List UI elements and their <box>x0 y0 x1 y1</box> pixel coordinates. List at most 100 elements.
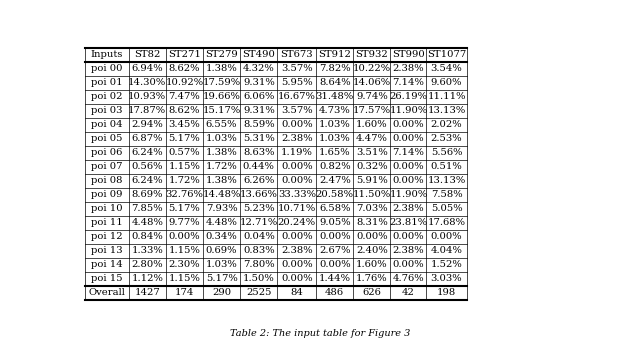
Text: 2.53%: 2.53% <box>431 134 462 143</box>
Bar <box>240 132 277 146</box>
Text: 0.82%: 0.82% <box>319 162 351 171</box>
Text: 0.00%: 0.00% <box>319 232 351 241</box>
Bar <box>390 90 426 104</box>
Text: 1.76%: 1.76% <box>356 274 388 283</box>
Text: 5.05%: 5.05% <box>431 204 462 213</box>
Bar <box>426 62 467 76</box>
Bar <box>426 286 467 300</box>
Bar <box>203 286 240 300</box>
Bar <box>166 272 203 286</box>
Bar <box>277 76 316 90</box>
Bar <box>316 62 353 76</box>
Text: poi 10: poi 10 <box>91 204 123 213</box>
Text: 1.15%: 1.15% <box>168 246 200 255</box>
Bar <box>426 48 467 62</box>
Bar <box>129 258 166 272</box>
Bar <box>129 202 166 216</box>
Text: 2.38%: 2.38% <box>392 64 424 73</box>
Text: 3.45%: 3.45% <box>168 120 200 129</box>
Text: Overall: Overall <box>88 288 125 297</box>
Text: 1.44%: 1.44% <box>319 274 351 283</box>
Bar <box>390 76 426 90</box>
Text: 2.30%: 2.30% <box>168 260 200 269</box>
Bar <box>353 286 390 300</box>
Text: 6.26%: 6.26% <box>243 176 275 185</box>
Text: 33.33%: 33.33% <box>278 190 316 199</box>
Bar <box>353 146 390 160</box>
Text: ST932: ST932 <box>356 50 388 59</box>
Bar <box>203 104 240 118</box>
Text: 6.55%: 6.55% <box>206 120 237 129</box>
Bar <box>316 188 353 202</box>
Text: 9.60%: 9.60% <box>431 78 462 87</box>
Bar <box>166 160 203 174</box>
Text: ST1077: ST1077 <box>427 50 466 59</box>
Text: 13.66%: 13.66% <box>240 190 278 199</box>
Text: 10.92%: 10.92% <box>165 78 204 87</box>
Bar <box>277 202 316 216</box>
Text: 8.31%: 8.31% <box>356 218 388 227</box>
Text: 1.72%: 1.72% <box>168 176 200 185</box>
Text: 4.48%: 4.48% <box>131 218 163 227</box>
Text: poi 05: poi 05 <box>91 134 122 143</box>
Text: 7.80%: 7.80% <box>243 260 275 269</box>
Text: 1.50%: 1.50% <box>243 274 275 283</box>
Text: 6.06%: 6.06% <box>243 92 275 101</box>
Bar <box>316 118 353 132</box>
Text: poi 00: poi 00 <box>91 64 122 73</box>
Text: 0.00%: 0.00% <box>431 232 462 241</box>
Text: 0.00%: 0.00% <box>281 260 312 269</box>
Text: poi 15: poi 15 <box>91 274 123 283</box>
Bar <box>203 216 240 230</box>
Text: 2.40%: 2.40% <box>356 246 388 255</box>
Bar <box>240 174 277 188</box>
Text: 0.00%: 0.00% <box>281 162 312 171</box>
Bar <box>203 90 240 104</box>
Text: 0.00%: 0.00% <box>281 120 312 129</box>
Bar <box>129 90 166 104</box>
Text: 11.90%: 11.90% <box>389 106 428 115</box>
Bar <box>203 244 240 258</box>
Bar <box>390 244 426 258</box>
Bar <box>166 202 203 216</box>
Text: ST912: ST912 <box>318 50 351 59</box>
Text: poi 07: poi 07 <box>91 162 122 171</box>
Bar <box>85 90 129 104</box>
Text: 8.62%: 8.62% <box>169 64 200 73</box>
Text: ST279: ST279 <box>205 50 238 59</box>
Text: 8.63%: 8.63% <box>243 148 275 157</box>
Bar <box>240 202 277 216</box>
Bar <box>166 118 203 132</box>
Text: ST490: ST490 <box>243 50 275 59</box>
Text: 1427: 1427 <box>134 288 160 297</box>
Text: 1.38%: 1.38% <box>205 176 237 185</box>
Text: 5.17%: 5.17% <box>168 134 200 143</box>
Text: 6.58%: 6.58% <box>319 204 351 213</box>
Text: 84: 84 <box>291 288 303 297</box>
Text: 1.03%: 1.03% <box>319 120 351 129</box>
Text: 17.68%: 17.68% <box>428 218 465 227</box>
Text: 3.54%: 3.54% <box>431 64 463 73</box>
Bar <box>390 216 426 230</box>
Text: poi 02: poi 02 <box>91 92 122 101</box>
Bar <box>390 104 426 118</box>
Bar <box>203 62 240 76</box>
Bar <box>316 258 353 272</box>
Text: 2.02%: 2.02% <box>431 120 462 129</box>
Bar <box>353 216 390 230</box>
Bar <box>240 146 277 160</box>
Text: poi 09: poi 09 <box>91 190 122 199</box>
Text: 2.67%: 2.67% <box>319 246 351 255</box>
Bar <box>390 286 426 300</box>
Bar <box>129 230 166 244</box>
Text: 3.57%: 3.57% <box>281 64 312 73</box>
Text: 7.82%: 7.82% <box>319 64 351 73</box>
Bar <box>390 202 426 216</box>
Text: 7.58%: 7.58% <box>431 190 462 199</box>
Text: 19.66%: 19.66% <box>203 92 241 101</box>
Bar <box>277 230 316 244</box>
Text: 0.84%: 0.84% <box>131 232 163 241</box>
Bar <box>390 174 426 188</box>
Text: 32.76%: 32.76% <box>166 190 204 199</box>
Text: 20.24%: 20.24% <box>278 218 316 227</box>
